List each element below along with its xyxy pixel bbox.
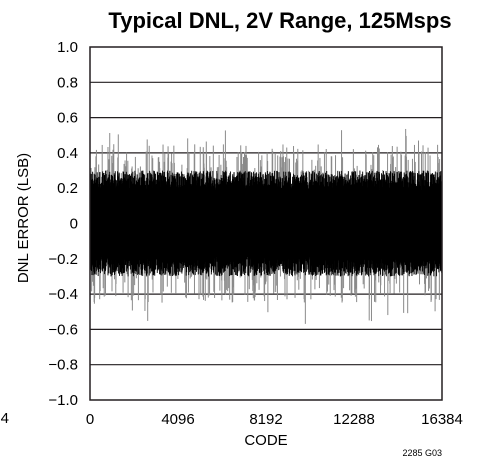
x-tick-label: 16384 bbox=[421, 411, 463, 428]
x-tick-label: 0 bbox=[86, 411, 94, 428]
y-tick-label: 0.8 bbox=[57, 74, 78, 91]
y-tick-label: 0.2 bbox=[57, 180, 78, 197]
figure-code: 2285 G03 bbox=[402, 448, 442, 458]
y-tick-label: −0.6 bbox=[48, 321, 78, 338]
y-tick-labels: 1.0 0.8 0.6 0.4 0.2 0 −0.2 −0.4 −0.6 −0.8 −1.0 bbox=[48, 39, 78, 409]
stray-left-label: 4 bbox=[1, 410, 9, 427]
dnl-trace bbox=[89, 128, 443, 324]
chart-title: Typical DNL, 2V Range, 125Msps bbox=[108, 8, 451, 33]
y-tick-label: 1.0 bbox=[57, 39, 78, 56]
plot-frame bbox=[89, 46, 443, 401]
x-tick-label: 12288 bbox=[333, 411, 375, 428]
x-tick-label: 8192 bbox=[249, 411, 282, 428]
x-tick-labels: 0 4096 8192 12288 16384 bbox=[86, 411, 463, 428]
y-tick-label: 0.4 bbox=[57, 145, 78, 162]
y-tick-label: 0.6 bbox=[57, 110, 78, 127]
y-tick-label: −0.4 bbox=[48, 286, 78, 303]
y-tick-label: 0 bbox=[70, 216, 78, 233]
y-tick-label: −1.0 bbox=[48, 392, 78, 409]
y-tick-label: −0.2 bbox=[48, 251, 78, 268]
y-axis-label: DNL ERROR (LSB) bbox=[15, 153, 32, 283]
y-tick-label: −0.8 bbox=[48, 357, 78, 374]
x-tick-label: 4096 bbox=[161, 411, 194, 428]
x-axis-label: CODE bbox=[244, 432, 287, 449]
